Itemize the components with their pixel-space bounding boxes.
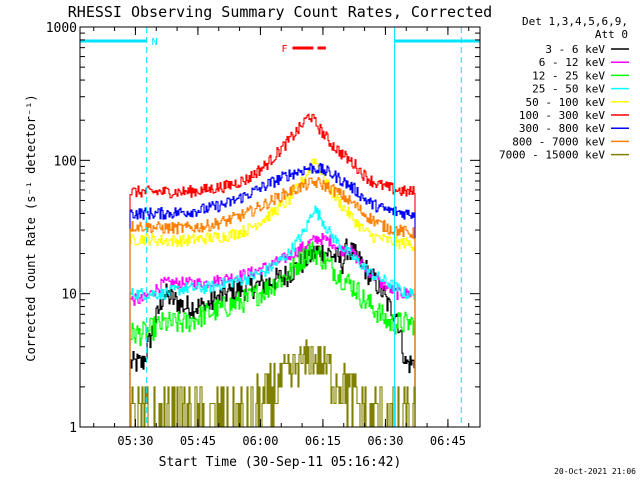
x-tick-layer: 05:30 05:45 06:00 06:15 06:30 06:45 bbox=[93, 27, 470, 448]
legend-label: 25 - 50 keV bbox=[532, 83, 605, 96]
x-tick-label: 06:15 bbox=[305, 434, 341, 448]
x-tick-label: 06:30 bbox=[367, 434, 403, 448]
legend-header-line-2: Att 0 bbox=[595, 28, 628, 41]
x-tick-label: 05:30 bbox=[117, 434, 153, 448]
y-tick-label: 100 bbox=[54, 154, 77, 169]
legend-label: 3 - 6 keV bbox=[545, 43, 605, 56]
y-axis-label: Corrected Count Rate (s⁻¹ detector⁻¹) bbox=[24, 94, 38, 361]
legend-label: 12 - 25 keV bbox=[532, 69, 605, 82]
legend-label: 800 - 7000 keV bbox=[512, 135, 605, 148]
plot-frame bbox=[79, 26, 481, 428]
y-tick-label: 1 bbox=[69, 421, 77, 436]
series-line bbox=[129, 162, 416, 427]
legend-label: 300 - 800 keV bbox=[519, 122, 605, 135]
night-label: N bbox=[152, 37, 158, 48]
legend-label: 7000 - 15000 keV bbox=[499, 149, 605, 162]
legend-header-line-1: Det 1,3,4,5,6,9, bbox=[522, 15, 628, 28]
legend-label: 100 - 300 keV bbox=[519, 109, 605, 122]
series-line bbox=[129, 176, 416, 427]
y-tick-layer: 1 10 100 1000 bbox=[46, 21, 480, 436]
series-line bbox=[129, 205, 416, 427]
x-tick-label: 06:45 bbox=[430, 434, 466, 448]
flare-label: F bbox=[282, 44, 288, 55]
series-line bbox=[129, 241, 416, 427]
y-tick-label: 10 bbox=[61, 288, 77, 303]
footer-timestamp: 20-Oct-2021 21:06 bbox=[554, 467, 636, 476]
legend-label: 6 - 12 keV bbox=[539, 56, 606, 69]
series-line bbox=[130, 339, 416, 428]
legend-label: 50 - 100 keV bbox=[526, 96, 606, 109]
chart-title: RHESSI Observing Summary Count Rates, Co… bbox=[68, 3, 492, 21]
series-layer bbox=[129, 113, 416, 428]
series-line bbox=[129, 158, 416, 427]
series-line bbox=[129, 113, 416, 427]
x-tick-label: 06:00 bbox=[242, 434, 278, 448]
x-axis-label: Start Time (30-Sep-11 05:16:42) bbox=[159, 455, 402, 470]
x-tick-label: 05:45 bbox=[180, 434, 216, 448]
y-tick-label: 1000 bbox=[46, 21, 77, 36]
